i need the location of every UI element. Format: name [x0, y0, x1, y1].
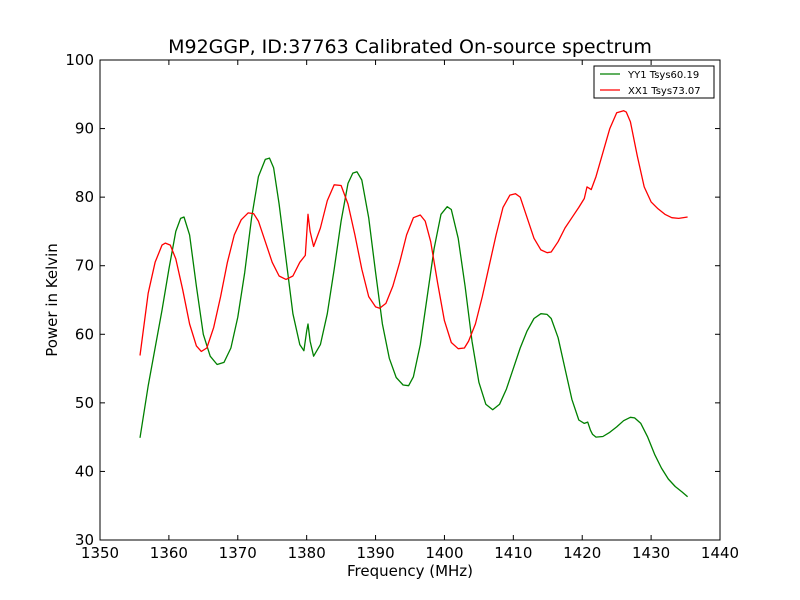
ticks-layer: 1350 1360 1370 1380 1390 1400 1410 1420 1430 1440…	[65, 51, 739, 562]
x-tick-label: 1400	[425, 544, 463, 562]
y-tick-label: 40	[75, 462, 94, 480]
x-tick-label: 1370	[219, 544, 257, 562]
chart-title: M92GGP, ID:37763 Calibrated On-source sp…	[168, 36, 652, 58]
x-tick-label: 1420	[563, 544, 601, 562]
plot-frame	[99, 59, 721, 541]
x-tick-label: 1360	[150, 544, 188, 562]
y-tick-label: 90	[75, 120, 94, 138]
x-tick-label: 1430	[632, 544, 670, 562]
series-layer	[139, 110, 689, 498]
y-tick-label: 60	[75, 325, 94, 343]
y-axis-label: Power in Kelvin	[43, 243, 61, 357]
series-line-yy1	[139, 157, 689, 498]
y-tick-label: 50	[75, 394, 94, 412]
y-tick-label: 70	[75, 257, 94, 275]
legend-box	[593, 65, 715, 99]
series-line-xx1	[139, 110, 688, 356]
y-tick-label: 30	[75, 531, 94, 549]
x-tick-label: 1390	[356, 544, 394, 562]
legend-label-yy1: YY1 Tsys60.19	[627, 70, 699, 81]
x-tick-label: 1410	[494, 544, 532, 562]
x-tick-label: 1380	[288, 544, 326, 562]
y-tick-label: 100	[65, 51, 94, 69]
legend: YY1 Tsys60.19 XX1 Tsys73.07	[593, 65, 715, 99]
y-tick-label: 80	[75, 188, 94, 206]
x-tick-label: 1350	[81, 544, 119, 562]
x-tick-label: 1440	[701, 544, 739, 562]
x-axis-label: Frequency (MHz)	[347, 562, 473, 580]
legend-label-xx1: XX1 Tsys73.07	[628, 86, 701, 97]
